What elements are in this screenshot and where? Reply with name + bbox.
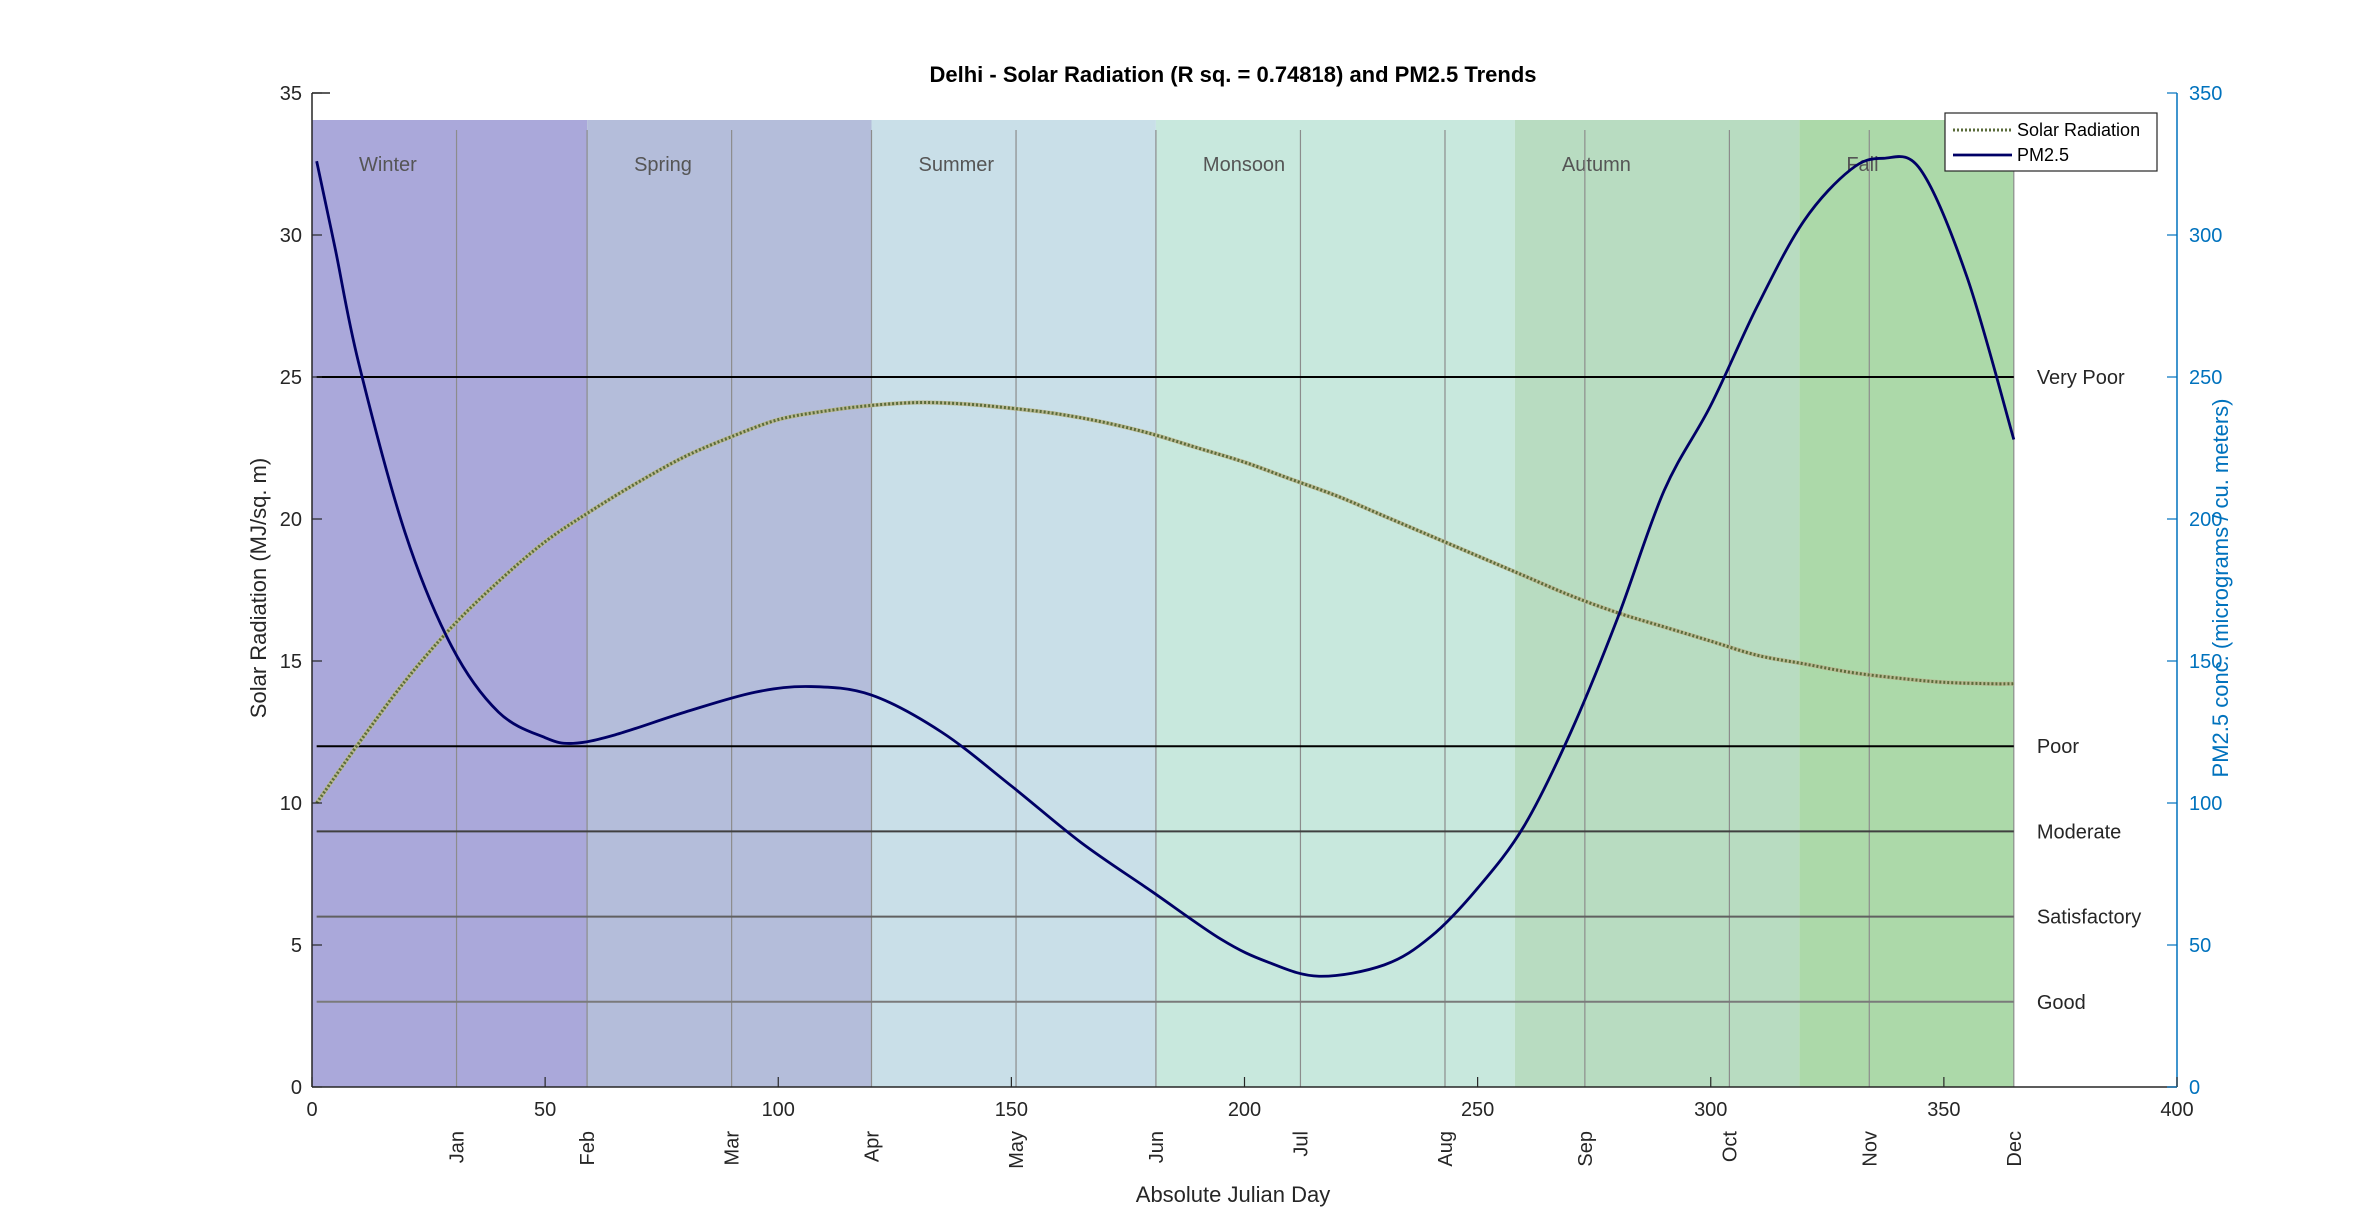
y-left-tick-label: 25 [280,367,302,389]
y-right-tick-label: 250 [2189,367,2222,389]
month-tick-label-apr: Apr [862,1131,884,1162]
season-label-winter: Winter [359,154,417,176]
season-label-monsoon: Monsoon [1203,154,1285,176]
aqi-label-satisfactory: Satisfactory [2037,907,2141,929]
legend-label-solar-radiation: Solar Radiation [2017,120,2140,140]
axes: 0 50 100 150 200 250 300 350 4000510152025303505… [280,83,2223,1169]
legend: Solar Radiation PM2.5 [1944,112,2158,172]
y-right-tick-label: 100 [2189,793,2222,815]
y-right-tick-label: 0 [2189,1077,2200,1099]
x-tick-label: 100 [762,1099,795,1121]
season-band-winter [312,120,588,1087]
y-right-tick-label: 50 [2189,935,2211,957]
aqi-label-moderate: Moderate [2037,821,2122,843]
y-left-tick-label: 10 [280,793,302,815]
x-tick-label: 50 [534,1099,556,1121]
x-axis-label: Absolute Julian Day [1136,1182,1330,1207]
month-tick-label-may: May [1006,1131,1028,1169]
season-label-summer: Summer [919,154,995,176]
y-axis-left-label: Solar Radiation (MJ/sq. m) [246,458,271,718]
season-bands: Winter Spring Summer Monsoon Autumn Fall [312,120,2014,1087]
month-tick-label-nov: Nov [1859,1131,1881,1167]
aqi-threshold-lines: Very Poor Poor Moderate Satisfactory Good [316,367,2141,1014]
y-left-tick-label: 5 [291,935,302,957]
y-right-tick-label: 350 [2189,83,2222,105]
month-tick-label-aug: Aug [1435,1131,1457,1167]
series-line-pm2-5 [315,155,2016,978]
y-left-tick-label: 15 [280,651,302,673]
legend-label-pm2-5: PM2.5 [2017,145,2069,165]
x-tick-label: 200 [1228,1099,1261,1121]
season-band-monsoon [1155,120,1515,1087]
y-left-tick-label: 35 [280,83,302,105]
legend-box [1944,112,2158,172]
y-right-tick-label: 150 [2189,651,2222,673]
month-tick-label-mar: Mar [722,1131,744,1166]
month-tick-label-jun: Jun [1146,1131,1168,1163]
chart-title: Delhi - Solar Radiation (R sq. = 0.74818… [929,62,1536,87]
season-label-autumn: Autumn [1562,154,1631,176]
y-left-tick-label: 0 [291,1077,302,1099]
x-tick-label: 300 [1694,1099,1727,1121]
month-tick-label-sep: Sep [1575,1131,1597,1167]
y-right-tick-label: 200 [2189,509,2222,531]
season-band-spring [587,120,872,1087]
month-tick-label-feb: Feb [577,1131,599,1165]
y-left-tick-label: 30 [280,225,302,247]
month-tick-label-dec: Dec [2004,1131,2026,1167]
x-tick-label: 250 [1461,1099,1494,1121]
y-left-tick-label: 20 [280,509,302,531]
x-tick-label: 350 [1927,1099,1960,1121]
month-tick-label-jul: Jul [1290,1131,1312,1157]
y-right-tick-label: 300 [2189,225,2222,247]
x-tick-label: 400 [2160,1099,2193,1121]
x-tick-label: 150 [995,1099,1028,1121]
month-tick-label-jan: Jan [447,1131,469,1163]
season-band-summer [871,120,1156,1087]
x-tick-label: 0 [306,1099,317,1121]
series-lines [315,155,2016,978]
season-band-autumn [1514,120,1800,1087]
aqi-label-very-poor: Very Poor [2037,367,2125,389]
y-axis-right-label: PM2.5 conc. (micrograms / cu. meters) [2208,399,2233,778]
season-label-fall: Fall [1846,154,1878,176]
month-tick-label-oct: Oct [1719,1131,1741,1163]
aqi-label-good: Good [2037,992,2086,1014]
month-gridlines [455,130,2015,1087]
season-band-fall [1799,120,2014,1087]
series-line-solar-radiation [315,401,2014,804]
aqi-label-poor: Poor [2037,736,2080,758]
season-label-spring: Spring [634,154,692,176]
